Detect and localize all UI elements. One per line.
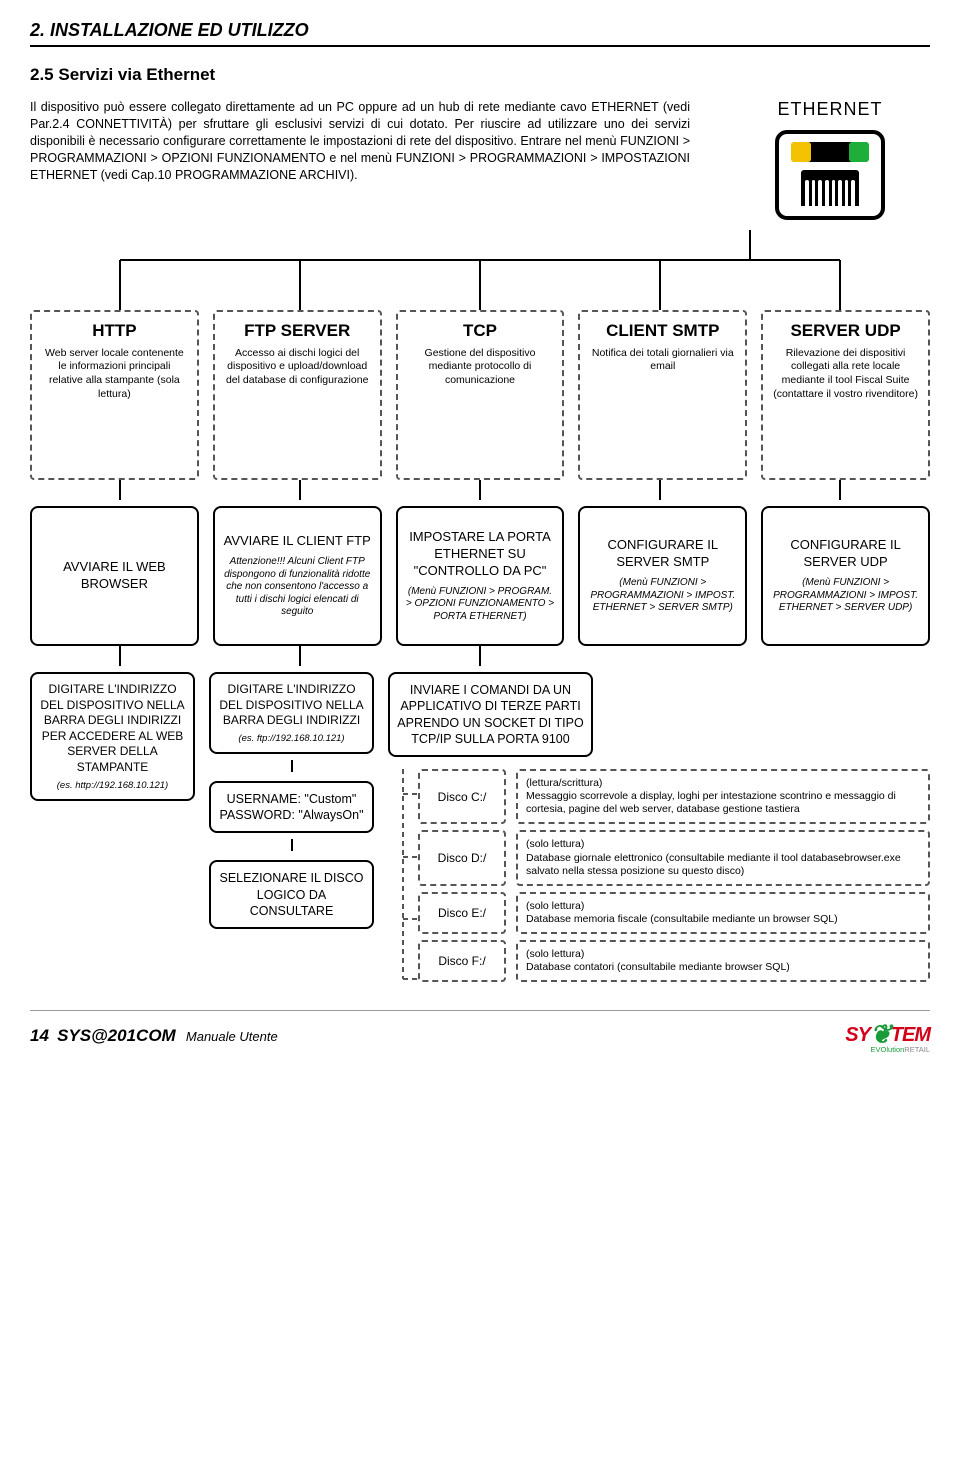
service-tcp: TCP Gestione del dispositivo mediante pr… [396, 310, 565, 480]
step-select-disk: SELEZIONARE IL DISCO LOGICO DA CONSULTAR… [209, 860, 374, 929]
disk-c-desc: (lettura/scrittura) Messaggio scorrevole… [516, 769, 930, 824]
section-title: 2.5 Servizi via Ethernet [30, 65, 930, 85]
disk-e-desc: (solo lettura) Database memoria fiscale … [516, 892, 930, 934]
step-http-addr: DIGITARE L'INDIRIZZO DEL DISPOSITIVO NEL… [30, 672, 195, 801]
service-udp-desc: Rilevazione dei dispositivi collegati al… [771, 347, 920, 402]
action-browser-title: AVVIARE IL WEB BROWSER [40, 559, 189, 593]
step-tcp-cmd-text: INVIARE I COMANDI DA UN APPLICATIVO DI T… [396, 682, 585, 747]
step-select-disk-text: SELEZIONARE IL DISCO LOGICO DA CONSULTAR… [217, 870, 366, 919]
step-http-addr-note: (es. http://192.168.10.121) [38, 780, 187, 791]
disk-row-e: Disco E:/ (solo lettura) Database memori… [418, 892, 930, 934]
ethernet-label: ETHERNET [730, 99, 930, 120]
disk-row-d: Disco D:/ (solo lettura) Database giorna… [418, 830, 930, 885]
service-udp: SERVER UDP Rilevazione dei dispositivi c… [761, 310, 930, 480]
service-http-desc: Web server locale contenente le informaz… [40, 347, 189, 402]
connectors-row1 [30, 480, 930, 500]
disk-e-label: Disco E:/ [418, 892, 506, 934]
disk-d-label: Disco D:/ [418, 830, 506, 885]
service-ftp: FTP SERVER Accesso ai dischi logici del … [213, 310, 382, 480]
action-smtp-title: CONFIGURARE IL SERVER SMTP [588, 537, 737, 571]
service-smtp-title: CLIENT SMTP [588, 322, 737, 341]
chapter-heading: 2. INSTALLAZIONE ED UTILIZZO [30, 20, 930, 41]
action-smtp-cfg: CONFIGURARE IL SERVER SMTP (Menù FUNZION… [578, 506, 747, 646]
step-tcp-cmd: INVIARE I COMANDI DA UN APPLICATIVO DI T… [388, 672, 593, 757]
service-http: HTTP Web server locale contenente le inf… [30, 310, 199, 480]
step-credentials-text: USERNAME: "Custom" PASSWORD: "AlwaysOn" [217, 791, 366, 824]
action-udp-title: CONFIGURARE IL SERVER UDP [771, 537, 920, 571]
rj45-port-icon [775, 130, 885, 220]
action-tcp-title: IMPOSTARE LA PORTA ETHERNET SU "CONTROLL… [406, 529, 555, 580]
service-http-title: HTTP [40, 322, 189, 341]
service-smtp-desc: Notifica dei totali giornalieri via emai… [588, 347, 737, 374]
disk-row-c: Disco C:/ (lettura/scrittura) Messaggio … [418, 769, 930, 824]
action-ftp-title: AVVIARE IL CLIENT FTP [223, 533, 372, 550]
action-tcp-port: IMPOSTARE LA PORTA ETHERNET SU "CONTROLL… [396, 506, 565, 646]
action-tcp-note: (Menù FUNZIONI > PROGRAM. > OPZIONI FUNZ… [406, 586, 555, 624]
service-smtp: CLIENT SMTP Notifica dei totali giornali… [578, 310, 747, 480]
disk-f-label: Disco F:/ [418, 940, 506, 982]
step-ftp-addr-note: (es. ftp://192.168.10.121) [217, 733, 366, 744]
service-tcp-title: TCP [406, 322, 555, 341]
action-ftp-client: AVVIARE IL CLIENT FTP Attenzione!!! Alcu… [213, 506, 382, 646]
action-smtp-note: (Menù FUNZIONI > PROGRAMMAZIONI > IMPOST… [588, 577, 737, 615]
disk-d-desc: (solo lettura) Database giornale elettro… [516, 830, 930, 885]
tree-connector [30, 230, 930, 310]
action-ftp-note: Attenzione!!! Alcuni Client FTP dispongo… [223, 556, 372, 619]
disk-f-desc: (solo lettura) Database contatori (consu… [516, 940, 930, 982]
service-ftp-desc: Accesso ai dischi logici del dispositivo… [223, 347, 372, 388]
action-browser: AVVIARE IL WEB BROWSER [30, 506, 199, 646]
heading-rule [30, 45, 930, 47]
footer-left: 14 SYS@201COM Manuale Utente [30, 1026, 278, 1046]
step-ftp-addr-title: DIGITARE L'INDIRIZZO DEL DISPOSITIVO NEL… [217, 682, 366, 729]
disk-row-f: Disco F:/ (solo lettura) Database contat… [418, 940, 930, 982]
action-udp-cfg: CONFIGURARE IL SERVER UDP (Menù FUNZIONI… [761, 506, 930, 646]
service-tcp-desc: Gestione del dispositivo mediante protoc… [406, 347, 555, 388]
service-ftp-title: FTP SERVER [223, 322, 372, 341]
logo: SY❦TEM EVOlutionRETAIL [845, 1017, 930, 1054]
action-udp-note: (Menù FUNZIONI > PROGRAMMAZIONI > IMPOST… [771, 577, 920, 615]
intro-paragraph: Il dispositivo può essere collegato dire… [30, 99, 690, 220]
step-http-addr-title: DIGITARE L'INDIRIZZO DEL DISPOSITIVO NEL… [38, 682, 187, 776]
disk-c-label: Disco C:/ [418, 769, 506, 824]
step-ftp-addr: DIGITARE L'INDIRIZZO DEL DISPOSITIVO NEL… [209, 672, 374, 754]
connectors-row2 [30, 646, 930, 666]
disk-connector [388, 769, 418, 1009]
service-udp-title: SERVER UDP [771, 322, 920, 341]
step-credentials: USERNAME: "Custom" PASSWORD: "AlwaysOn" [209, 781, 374, 834]
